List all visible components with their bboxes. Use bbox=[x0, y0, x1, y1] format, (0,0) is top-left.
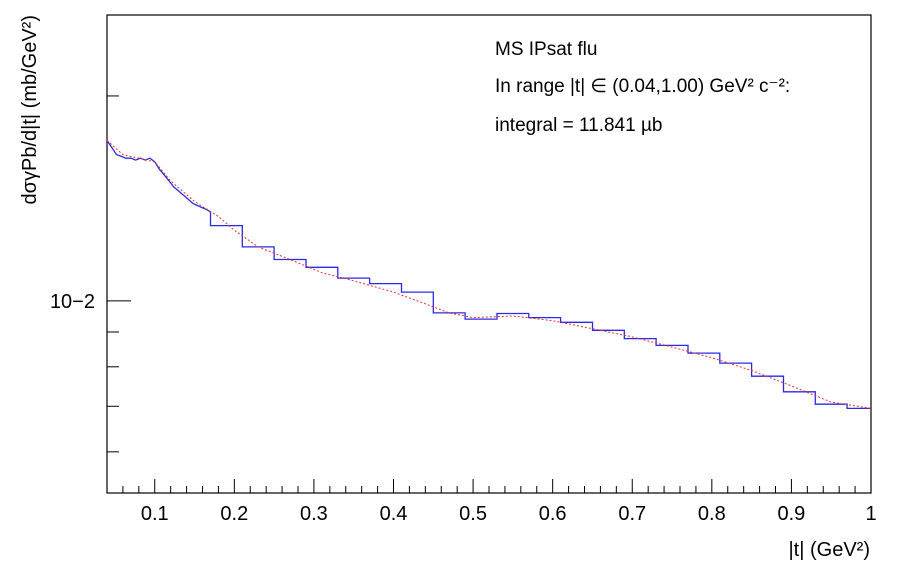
x-axis: 0.1 0.2 0.3 0.4 0.5 0.6 0.7 0.8 0.9 1 bbox=[106, 479, 877, 525]
y-axis-label: dσγPb/d|t| (mb/GeV²) bbox=[19, 15, 41, 204]
histogram-series bbox=[106, 140, 871, 410]
x-axis-label: |t| (GeV²) bbox=[788, 539, 870, 561]
x-tick-label: 0.8 bbox=[698, 503, 726, 525]
annotation-integral: integral = 11.841 µb bbox=[495, 115, 662, 136]
x-tick-label: 0.5 bbox=[459, 503, 487, 525]
y-tick-label: 10−2 bbox=[50, 291, 95, 313]
x-tick-label: 0.7 bbox=[618, 503, 646, 525]
x-tick-label: 0.4 bbox=[380, 503, 408, 525]
x-tick-label: 0.1 bbox=[141, 503, 169, 525]
x-tick-label: 0.3 bbox=[300, 503, 328, 525]
x-tick-label: 1 bbox=[865, 503, 876, 525]
x-tick-label: 0.6 bbox=[539, 503, 567, 525]
x-tick-label: 0.9 bbox=[778, 503, 806, 525]
annotation-range: In range |t| ∈ (0.04,1.00) GeV² c⁻²: bbox=[495, 76, 790, 97]
fit-curve-series bbox=[106, 140, 872, 409]
annotation-title: MS IPsat flu bbox=[495, 39, 597, 60]
y-axis bbox=[107, 95, 131, 453]
x-tick-label: 0.2 bbox=[220, 503, 248, 525]
